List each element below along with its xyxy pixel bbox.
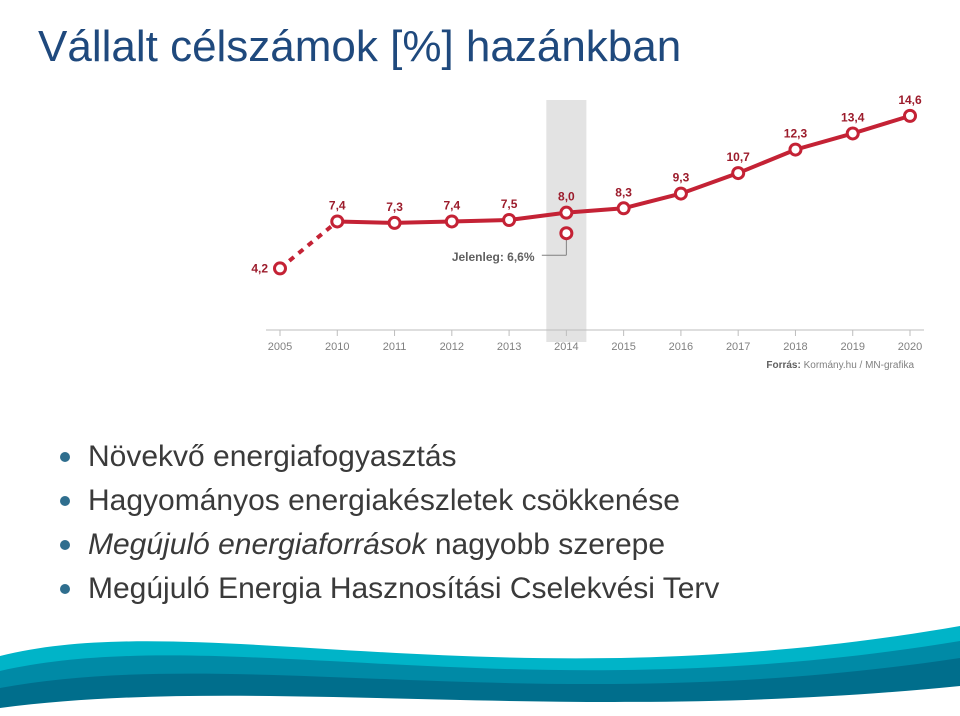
x-tick-label: 2014 bbox=[554, 341, 578, 353]
value-label: 14,6 bbox=[898, 93, 922, 107]
x-tick-label: 2013 bbox=[497, 341, 521, 353]
chart-source: Forrás: Kormány.hu / MN-grafika bbox=[766, 360, 914, 371]
value-label: 12,3 bbox=[784, 127, 808, 141]
x-tick-label: 2018 bbox=[783, 341, 807, 353]
bullet-item: Megújuló energiaforrások nagyobb szerepe bbox=[60, 528, 719, 562]
bullet-item: Növekvő energiafogyasztás bbox=[60, 440, 719, 474]
value-label: 7,4 bbox=[329, 198, 346, 212]
value-label: 7,3 bbox=[386, 200, 403, 214]
bullet-dot-icon bbox=[60, 584, 70, 594]
x-tick-label: 2019 bbox=[840, 341, 864, 353]
x-tick-label: 2017 bbox=[726, 341, 750, 353]
x-tick-label: 2020 bbox=[898, 341, 922, 353]
bullet-dot-icon bbox=[60, 452, 70, 462]
x-tick-label: 2015 bbox=[611, 341, 635, 353]
decorative-swoosh bbox=[0, 596, 960, 716]
bullet-dot-icon bbox=[60, 540, 70, 550]
bullet-dot-icon bbox=[60, 496, 70, 506]
value-label: 13,4 bbox=[841, 110, 865, 124]
page-title: Vállalt célszámok [%] hazánkban bbox=[38, 22, 681, 72]
x-tick-label: 2010 bbox=[325, 341, 349, 353]
bullet-list: Növekvő energiafogyasztás Hagyományos ene… bbox=[60, 430, 719, 616]
value-label: 10,7 bbox=[727, 150, 751, 164]
value-label: 7,5 bbox=[501, 197, 518, 211]
bullet-text: Növekvő energiafogyasztás bbox=[88, 440, 457, 474]
x-tick-label: 2016 bbox=[669, 341, 693, 353]
value-label: 8,3 bbox=[615, 185, 632, 199]
current-value-label: Jelenleg: 6,6% bbox=[452, 250, 535, 264]
bullet-text: Megújuló energiaforrások nagyobb szerepe bbox=[88, 528, 665, 562]
value-label: 7,4 bbox=[443, 198, 460, 212]
x-tick-label: 2011 bbox=[383, 341, 407, 353]
target-chart: 2005 2010 2011 2012 2013 2014 2015 2016 2017 2018… bbox=[250, 90, 930, 390]
value-label: 9,3 bbox=[673, 171, 690, 185]
value-label: 4,2 bbox=[251, 261, 268, 275]
x-tick-label: 2012 bbox=[440, 341, 464, 353]
value-label: 8,0 bbox=[558, 190, 575, 204]
bullet-text: Hagyományos energiakészletek csökkenése bbox=[88, 484, 680, 518]
bullet-item: Hagyományos energiakészletek csökkenése bbox=[60, 484, 719, 518]
x-tick-label: 2005 bbox=[268, 341, 292, 353]
